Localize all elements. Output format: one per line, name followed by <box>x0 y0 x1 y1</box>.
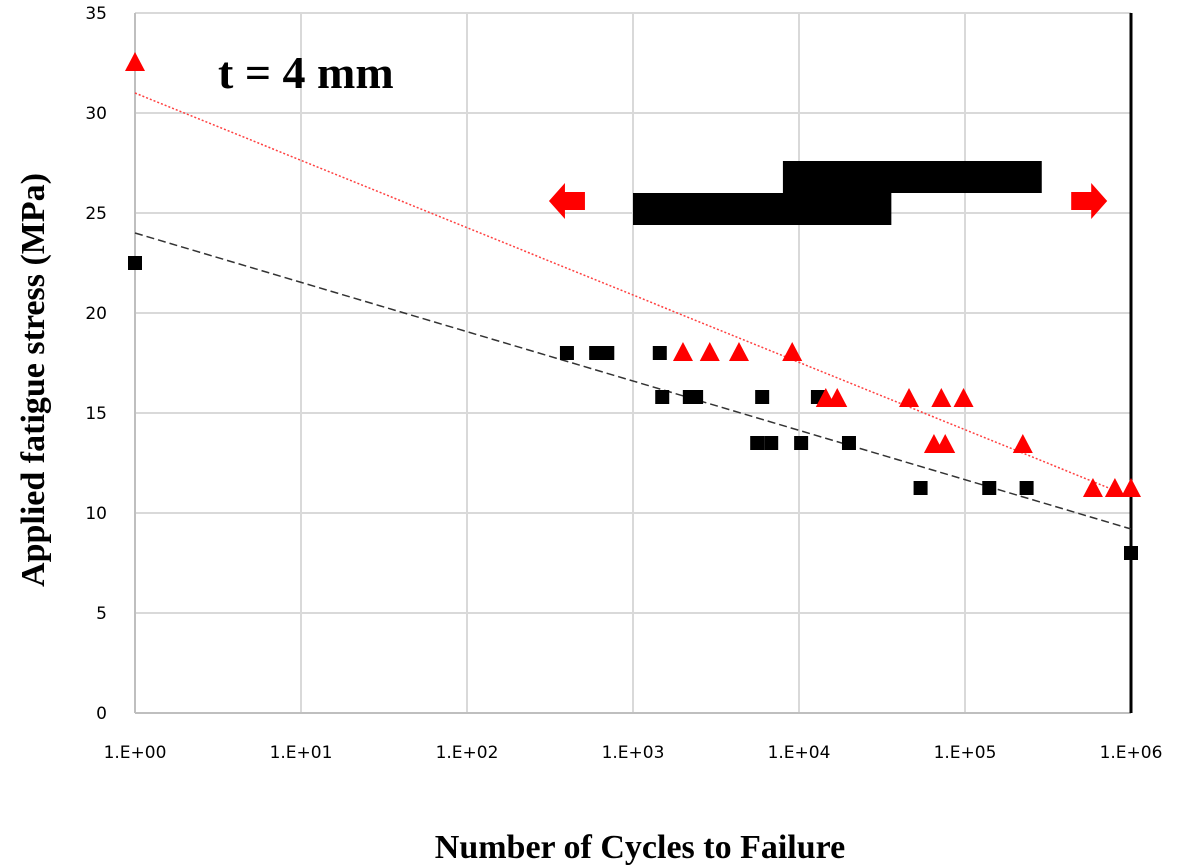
triangle-point <box>1121 478 1141 497</box>
x-tick-label: 1.E+05 <box>934 743 997 763</box>
triangle-point <box>1082 478 1103 497</box>
square-point <box>589 346 604 360</box>
triangle-point <box>699 342 720 361</box>
square-point <box>794 436 809 450</box>
thickness-annotation: t = 4 mm <box>218 47 394 98</box>
x-tick-label: 1.E+01 <box>270 743 333 763</box>
x-tick-label: 1.E+00 <box>104 743 167 763</box>
y-axis-label: Applied fatigue stress (MPa) <box>15 173 52 587</box>
square-point <box>1124 546 1138 560</box>
triangle-point <box>728 342 749 361</box>
triangle-point <box>931 388 952 407</box>
upper-range-bar <box>782 161 1042 193</box>
range-bars <box>548 161 1108 225</box>
square-point <box>655 390 670 404</box>
triangle-point <box>827 388 848 407</box>
x-tick-label: 1.E+06 <box>1100 743 1163 763</box>
trendlines <box>134 92 1132 530</box>
y-tick-label: 5 <box>96 604 107 624</box>
triangle-point <box>1012 434 1033 453</box>
y-tick-label: 0 <box>96 704 107 724</box>
square-point <box>689 390 704 404</box>
square-point <box>600 346 615 360</box>
triangle-point <box>953 388 974 407</box>
grid <box>134 12 1133 714</box>
y-tick-label: 35 <box>85 4 107 24</box>
data-points <box>125 52 1141 560</box>
y-tick-label: 10 <box>85 504 107 524</box>
square-point <box>1019 481 1034 495</box>
square-point <box>841 436 856 450</box>
x-tick-label: 1.E+03 <box>602 743 665 763</box>
lower-range-bar <box>633 193 892 225</box>
right-arrow-icon <box>1071 183 1108 219</box>
x-tick-label: 1.E+04 <box>768 743 831 763</box>
red-trend-line <box>134 92 1132 498</box>
x-tick-label: 1.E+02 <box>436 743 499 763</box>
y-tick-label: 30 <box>85 104 107 124</box>
x-axis-label: Number of Cycles to Failure <box>435 829 845 866</box>
triangle-point <box>672 342 693 361</box>
square-point <box>913 481 928 495</box>
square-point <box>559 346 574 360</box>
black-trend-line <box>134 232 1132 530</box>
tick-labels: 1.E+00 1.E+01 1.E+02 1.E+03 1.E+04 1.E+05 1.E+… <box>85 4 1162 763</box>
y-tick-label: 15 <box>85 404 107 424</box>
square-point <box>128 256 142 270</box>
y-tick-label: 20 <box>85 304 107 324</box>
square-point <box>764 436 779 450</box>
square-point <box>750 436 765 450</box>
square-point <box>652 346 667 360</box>
triangle-point <box>782 342 803 361</box>
square-point <box>755 390 770 404</box>
triangle-point <box>125 52 145 71</box>
triangle-point <box>1104 478 1125 497</box>
triangle-point <box>935 434 956 453</box>
y-tick-label: 25 <box>85 204 107 224</box>
square-point <box>982 481 997 495</box>
left-arrow-icon <box>548 183 585 219</box>
triangle-point <box>899 388 920 407</box>
